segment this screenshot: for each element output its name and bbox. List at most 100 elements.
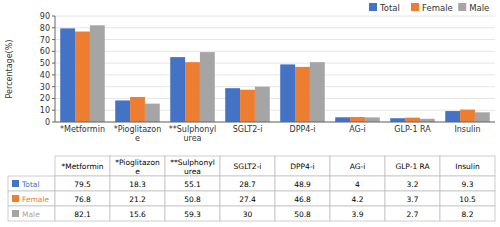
table-value: 27.4 <box>239 195 256 204</box>
legend-swatch <box>458 3 466 11</box>
table-cell <box>110 206 165 221</box>
tick-label: 80 <box>40 24 50 33</box>
table-cell <box>8 206 55 221</box>
text-line: *Pioglitazon <box>114 125 162 134</box>
table-value: 82.1 <box>74 210 91 219</box>
grid-line <box>55 16 495 17</box>
bar <box>145 104 160 122</box>
table-cell <box>385 206 440 221</box>
text-line: GLP-1 RA <box>395 162 430 171</box>
text-line: AG-i <box>350 162 366 171</box>
bar <box>240 90 255 122</box>
text-line: *Metformin <box>61 162 103 171</box>
tick-label: SGLT2-i <box>233 125 263 134</box>
table-header: **Sulphonylurea <box>170 158 214 176</box>
table-row-swatch <box>12 180 19 187</box>
table: *Metformin *Pioglitazone **Sulphonylurea SG… <box>8 156 495 221</box>
tick-label: 10 <box>40 106 50 115</box>
table-cell <box>440 156 495 176</box>
table-cell <box>55 156 110 176</box>
table-cell <box>330 206 385 221</box>
table-header: GLP-1 RA <box>395 162 430 171</box>
bar <box>475 112 490 122</box>
table-cell <box>8 176 55 191</box>
bar <box>280 64 295 122</box>
table-value: 18.3 <box>129 180 146 189</box>
table-cell <box>275 206 330 221</box>
tick-label: *Metformin <box>60 125 105 134</box>
table-cell <box>330 191 385 206</box>
text-line: urea <box>184 167 201 176</box>
tick-label: 20 <box>40 94 50 103</box>
table-row-swatch <box>12 195 19 202</box>
table-header: *Pioglitazone <box>115 158 160 176</box>
tick-label: 30 <box>40 83 50 92</box>
table-cell <box>275 176 330 191</box>
bar <box>75 32 90 122</box>
table-cell <box>8 191 55 206</box>
legend: TotalFemaleMale <box>369 3 489 13</box>
bar <box>445 111 460 122</box>
table-value: 3.9 <box>352 210 364 219</box>
table-cell <box>110 191 165 206</box>
table-value: 76.8 <box>74 195 91 204</box>
bar <box>390 118 405 122</box>
table-cell <box>220 176 275 191</box>
table-value: 15.6 <box>129 210 146 219</box>
text-line: SGLT2-i <box>234 162 262 171</box>
table-header: DPP4-i <box>290 162 314 171</box>
table-cell <box>165 156 220 176</box>
grid-line <box>55 98 495 99</box>
bar <box>365 117 380 122</box>
text-line: e <box>135 134 140 143</box>
legend-label: Total <box>379 3 400 13</box>
x-axis-line <box>55 122 495 123</box>
legend-label: Male <box>469 3 489 13</box>
table-cell <box>385 176 440 191</box>
bar <box>350 117 365 122</box>
table-value: 21.2 <box>129 195 146 204</box>
table-cell <box>330 156 385 176</box>
bar <box>335 117 350 122</box>
legend-swatch <box>369 3 377 11</box>
table-value: 3.7 <box>407 195 419 204</box>
legend-swatch <box>411 3 419 11</box>
table-value: 50.8 <box>294 210 311 219</box>
table-cell <box>220 191 275 206</box>
tick-label: 70 <box>40 36 50 45</box>
grid-line <box>55 39 495 40</box>
table-value: 28.7 <box>239 180 256 189</box>
table-cell <box>165 176 220 191</box>
table-cell <box>385 191 440 206</box>
y-axis: 0102030405060708090 <box>40 12 55 127</box>
table-cell <box>110 156 165 176</box>
table-value: 4 <box>355 180 360 189</box>
table-cell <box>55 191 110 206</box>
bar <box>225 88 240 122</box>
table-value: 9.3 <box>462 180 474 189</box>
table-cell <box>440 206 495 221</box>
tick-label: Insulin <box>454 125 480 134</box>
chart: 0102030405060708090Percentage(%)*Metform… <box>0 0 500 227</box>
grid-line <box>55 51 495 52</box>
bar <box>460 110 475 122</box>
tick-label: *Pioglitazone <box>114 125 162 143</box>
text-line: **Sulphonyl <box>170 158 214 167</box>
table-header: *Metformin <box>61 162 103 171</box>
table-cell <box>330 176 385 191</box>
text-line: Insulin <box>454 125 480 134</box>
text-line: DPP4-i <box>290 162 314 171</box>
table-cell <box>275 156 330 176</box>
table-header: SGLT2-i <box>234 162 262 171</box>
table-value: 30 <box>243 210 253 219</box>
tick-label: **Sulphonylurea <box>169 125 216 143</box>
text-line: AG-i <box>349 125 366 134</box>
tick-label: 40 <box>40 71 50 80</box>
tick-label: AG-i <box>349 125 366 134</box>
table-value: 59.3 <box>184 210 201 219</box>
table-value: 10.5 <box>459 195 476 204</box>
text-line: GLP-1 RA <box>394 125 431 134</box>
bar <box>295 67 310 122</box>
table-value: 55.1 <box>184 180 201 189</box>
y-axis-label: Percentage(%) <box>5 40 14 99</box>
